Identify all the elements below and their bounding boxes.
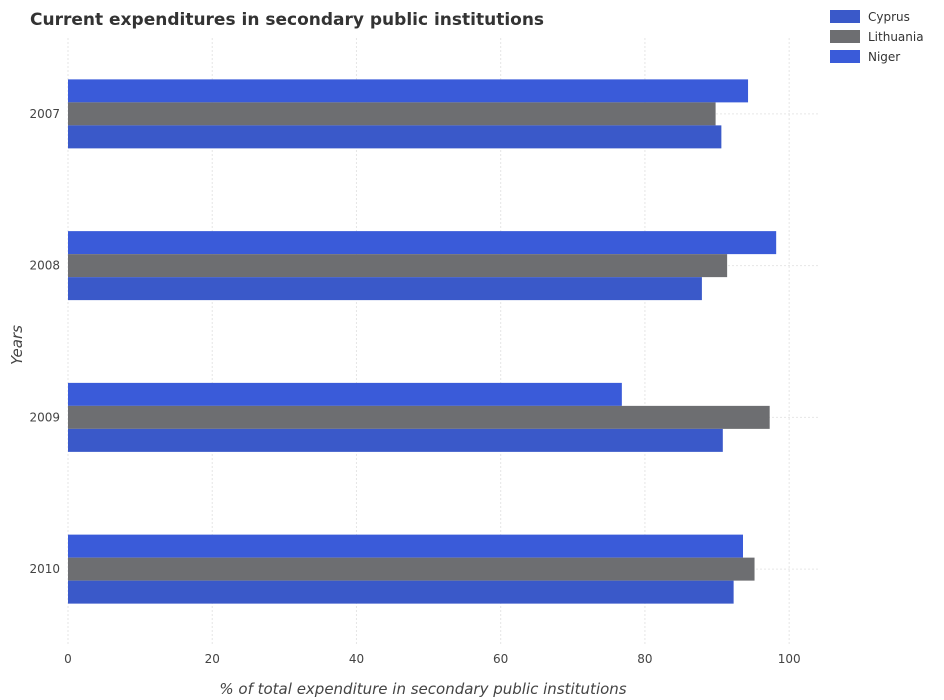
bar-niger-2009 <box>68 383 622 406</box>
y-tick-label: 2008 <box>29 259 60 273</box>
y-tick-label: 2010 <box>29 562 60 576</box>
bar-lithuania-2008 <box>68 254 727 277</box>
y-tick-label: 2007 <box>29 107 60 121</box>
legend-swatch-lithuania <box>830 30 860 43</box>
legend-label-niger: Niger <box>868 50 900 64</box>
bar-niger-2007 <box>68 79 748 102</box>
y-axis-label: Years <box>8 325 26 365</box>
bar-lithuania-2010 <box>68 558 755 581</box>
legend: Cyprus Lithuania Niger <box>830 10 924 64</box>
x-tick-label: 0 <box>64 652 72 666</box>
bar-cyprus-2008 <box>68 277 702 300</box>
chart-title: Current expenditures in secondary public… <box>30 10 544 30</box>
bar-lithuania-2009 <box>68 406 770 429</box>
bar-cyprus-2010 <box>68 581 734 604</box>
bar-niger-2008 <box>68 231 776 254</box>
legend-swatch-niger <box>830 50 860 63</box>
x-axis-label: % of total expenditure in secondary publ… <box>219 680 626 698</box>
x-tick-label: 80 <box>637 652 652 666</box>
bar-niger-2010 <box>68 535 743 558</box>
bars <box>68 79 776 603</box>
x-tick-label: 100 <box>778 652 801 666</box>
x-tick-label: 40 <box>349 652 364 666</box>
bar-lithuania-2007 <box>68 102 716 125</box>
bar-cyprus-2009 <box>68 429 723 452</box>
x-tick-label: 60 <box>493 652 508 666</box>
legend-swatch-cyprus <box>830 10 860 23</box>
y-tick-label: 2009 <box>29 410 60 424</box>
bar-cyprus-2007 <box>68 125 721 148</box>
legend-label-lithuania: Lithuania <box>868 30 924 44</box>
x-tick-label: 20 <box>205 652 220 666</box>
legend-label-cyprus: Cyprus <box>868 10 910 24</box>
